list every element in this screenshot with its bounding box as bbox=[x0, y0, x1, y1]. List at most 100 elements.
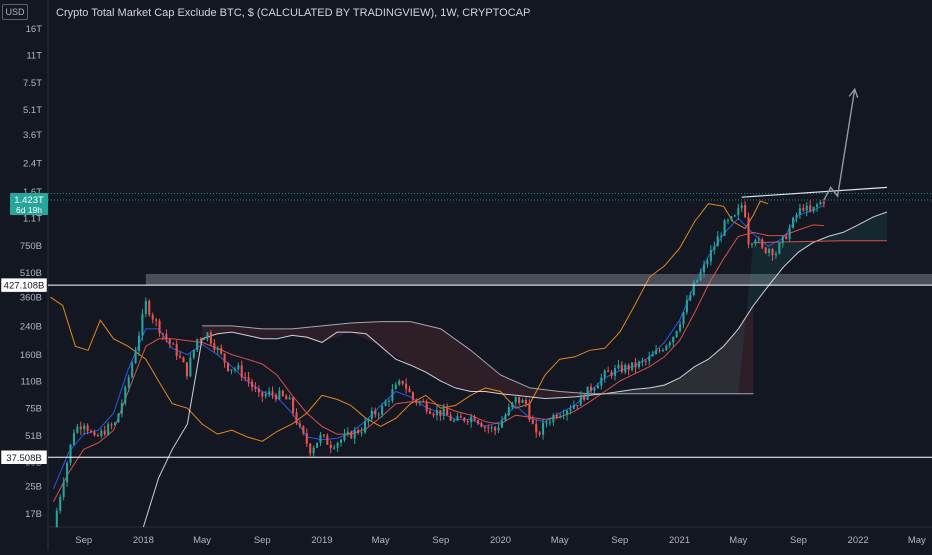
resistance-trendline bbox=[741, 186, 888, 198]
candle-body bbox=[418, 401, 421, 403]
candle-body bbox=[535, 423, 538, 433]
candle-body bbox=[367, 418, 370, 422]
candle-body bbox=[754, 240, 757, 244]
price-axis-tick-label: 360B bbox=[20, 293, 42, 304]
candle-body bbox=[134, 350, 137, 364]
candle-body bbox=[483, 426, 486, 428]
candle-body bbox=[497, 427, 500, 431]
candle-body bbox=[733, 215, 736, 217]
candle-body bbox=[288, 397, 291, 400]
candle-body bbox=[127, 377, 130, 388]
candle-body bbox=[230, 369, 233, 371]
candle-body bbox=[490, 427, 493, 429]
candle-body bbox=[514, 396, 517, 403]
candle-body bbox=[244, 377, 247, 379]
zones-layer bbox=[145, 273, 932, 286]
candle-body bbox=[340, 439, 343, 443]
candle-body bbox=[69, 444, 72, 463]
candle-body bbox=[648, 356, 651, 361]
candle-body bbox=[562, 414, 565, 416]
candle-body bbox=[634, 362, 637, 368]
candle-body bbox=[343, 434, 346, 440]
candle-body bbox=[312, 447, 315, 454]
candle-body bbox=[120, 403, 123, 414]
candle-body bbox=[274, 394, 277, 400]
time-axis-tick-label: May bbox=[193, 535, 211, 546]
candle-body bbox=[161, 333, 164, 335]
candle-body bbox=[624, 365, 627, 372]
time-axis-tick-label: 2022 bbox=[848, 535, 869, 546]
candle-body bbox=[771, 249, 774, 256]
candle-body bbox=[144, 300, 147, 314]
candle-body bbox=[350, 431, 353, 439]
price-axis-tick-label: 7.5T bbox=[23, 78, 42, 89]
candle-body bbox=[141, 313, 144, 336]
candle-body bbox=[329, 444, 332, 449]
candle-body bbox=[617, 364, 620, 369]
candle-body bbox=[377, 414, 380, 416]
candle-body bbox=[326, 435, 329, 445]
candle-body bbox=[374, 410, 377, 415]
candle-body bbox=[363, 421, 367, 433]
candle-body bbox=[812, 206, 815, 212]
candle-body bbox=[442, 408, 445, 416]
candle-body bbox=[394, 384, 397, 390]
level-label-box bbox=[0, 450, 48, 465]
price-axis-tick-label: 11T bbox=[26, 51, 42, 62]
candle-body bbox=[682, 312, 685, 325]
candle-body bbox=[689, 295, 692, 301]
candle-body bbox=[593, 388, 596, 391]
candle-body bbox=[569, 408, 572, 411]
candle-body bbox=[463, 417, 466, 421]
candle-body bbox=[113, 422, 117, 426]
candle-body bbox=[672, 336, 675, 343]
candle-body bbox=[644, 360, 647, 362]
candle-body bbox=[206, 332, 209, 340]
candle-body bbox=[521, 400, 524, 403]
time-axis-tick-label: May bbox=[908, 535, 926, 546]
candle-body bbox=[531, 419, 534, 424]
candle-body bbox=[429, 411, 432, 414]
candle-body bbox=[233, 369, 236, 371]
candle-body bbox=[470, 416, 473, 423]
currency-button[interactable]: USD bbox=[2, 4, 28, 20]
price-axis-tick-label: 240B bbox=[20, 321, 42, 332]
candle-body bbox=[500, 420, 504, 428]
candle-body bbox=[459, 416, 462, 418]
candle-body bbox=[781, 236, 784, 243]
candle-body bbox=[100, 430, 103, 437]
candle-body bbox=[398, 380, 401, 385]
candle-body bbox=[795, 214, 798, 218]
price-axis-tick-label: 75B bbox=[25, 404, 42, 415]
candle-body bbox=[196, 338, 199, 350]
candle-body bbox=[494, 427, 497, 431]
candle-body bbox=[723, 220, 726, 236]
candle-body bbox=[788, 227, 791, 240]
candle-body bbox=[596, 385, 599, 389]
candle-body bbox=[559, 415, 562, 418]
candle-body bbox=[655, 350, 658, 355]
candle-body bbox=[504, 415, 507, 421]
time-axis-tick-label: Sep bbox=[432, 535, 449, 546]
horizontal-levels-layer bbox=[48, 192, 932, 458]
candle-body bbox=[213, 343, 216, 350]
candle-body bbox=[709, 250, 712, 262]
time-axis-tick-label: May bbox=[551, 535, 569, 546]
candle-body bbox=[641, 360, 644, 362]
candle-body bbox=[203, 339, 206, 341]
candle-body bbox=[566, 410, 569, 415]
candle-body bbox=[696, 280, 699, 283]
current-price-value: 1.423T bbox=[14, 195, 44, 206]
candle-body bbox=[744, 205, 747, 218]
candle-body bbox=[798, 208, 801, 215]
candle-body bbox=[750, 243, 753, 245]
candle-body bbox=[137, 335, 141, 351]
candle-body bbox=[507, 407, 510, 416]
candle-body bbox=[151, 314, 154, 320]
lagging-span-line bbox=[50, 200, 769, 442]
time-axis-tick-label: 2019 bbox=[311, 535, 332, 546]
candle-body bbox=[822, 201, 825, 204]
